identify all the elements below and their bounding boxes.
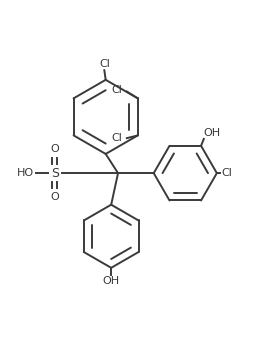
- Text: O: O: [51, 192, 59, 202]
- Text: HO: HO: [17, 168, 34, 178]
- Text: S: S: [51, 167, 59, 180]
- Text: Cl: Cl: [99, 59, 110, 69]
- Text: O: O: [51, 144, 59, 154]
- Text: Cl: Cl: [112, 133, 123, 143]
- Text: OH: OH: [103, 276, 120, 286]
- Text: Cl: Cl: [221, 168, 232, 178]
- Text: Cl: Cl: [112, 85, 123, 95]
- Text: OH: OH: [204, 127, 221, 138]
